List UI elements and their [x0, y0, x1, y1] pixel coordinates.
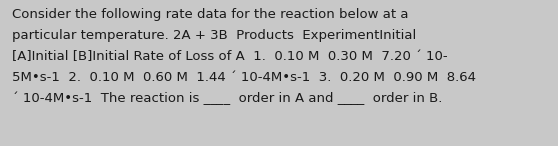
Text: ´ 10-4M•s-1  The reaction is ____  order in A and ____  order in B.: ´ 10-4M•s-1 The reaction is ____ order i… — [12, 92, 442, 105]
Text: [A]Initial [B]Initial Rate of Loss of A  1.  0.10 M  0.30 M  7.20 ´ 10-: [A]Initial [B]Initial Rate of Loss of A … — [12, 50, 448, 63]
Text: Consider the following rate data for the reaction below at a: Consider the following rate data for the… — [12, 8, 408, 21]
Text: 5M•s-1  2.  0.10 M  0.60 M  1.44 ´ 10-4M•s-1  3.  0.20 M  0.90 M  8.64: 5M•s-1 2. 0.10 M 0.60 M 1.44 ´ 10-4M•s-1… — [12, 71, 476, 84]
Text: particular temperature. 2A + 3B  Products  ExperimentInitial: particular temperature. 2A + 3B Products… — [12, 29, 416, 42]
